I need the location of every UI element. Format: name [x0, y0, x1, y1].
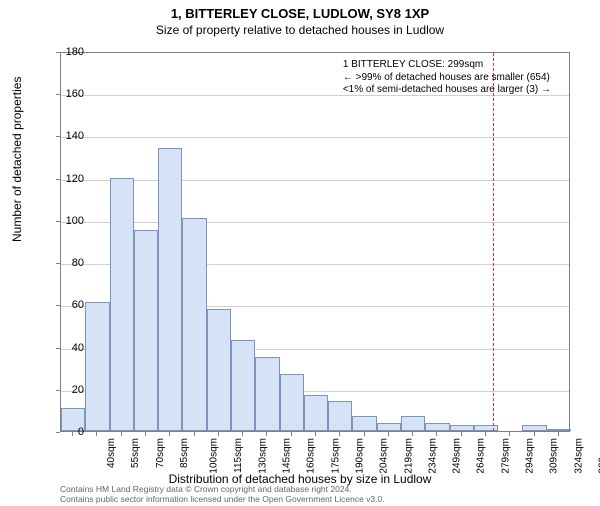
y-tick-mark	[56, 305, 60, 306]
chart-subtitle: Size of property relative to detached ho…	[0, 23, 600, 37]
histogram-bar	[110, 178, 134, 431]
x-tick-mark	[315, 432, 316, 436]
histogram-bar	[85, 302, 109, 431]
x-tick-mark	[96, 432, 97, 436]
histogram-bar	[207, 309, 231, 431]
y-tick-mark	[56, 94, 60, 95]
plot-region: 1 BITTERLEY CLOSE: 299sqm ← >99% of deta…	[60, 52, 570, 432]
x-tick-label: 55sqm	[130, 438, 141, 468]
x-tick-mark	[145, 432, 146, 436]
x-tick-mark	[72, 432, 73, 436]
x-tick-mark	[218, 432, 219, 436]
histogram-bar	[474, 425, 498, 431]
x-tick-mark	[436, 432, 437, 436]
histogram-bar	[182, 218, 206, 431]
x-tick-mark	[339, 432, 340, 436]
y-tick-mark	[56, 52, 60, 53]
x-tick-label: 279sqm	[500, 438, 511, 474]
histogram-bar	[401, 416, 425, 431]
y-tick-mark	[56, 390, 60, 391]
x-tick-mark	[388, 432, 389, 436]
x-tick-label: 175sqm	[330, 438, 341, 474]
histogram-bar	[255, 357, 279, 431]
histogram-bar	[547, 429, 571, 431]
x-tick-mark	[291, 432, 292, 436]
x-tick-mark	[558, 432, 559, 436]
x-tick-mark	[534, 432, 535, 436]
x-tick-label: 309sqm	[549, 438, 560, 474]
x-tick-label: 324sqm	[573, 438, 584, 474]
histogram-bar	[134, 230, 158, 431]
marker-line	[493, 53, 494, 431]
attribution-text: Contains HM Land Registry data © Crown c…	[60, 484, 385, 504]
x-tick-label: 100sqm	[209, 438, 220, 474]
x-tick-label: 264sqm	[476, 438, 487, 474]
y-axis-label: Number of detached properties	[10, 77, 24, 242]
y-tick-mark	[56, 432, 60, 433]
chart-title: 1, BITTERLEY CLOSE, LUDLOW, SY8 1XP	[0, 6, 600, 21]
annotation-box: 1 BITTERLEY CLOSE: 299sqm ← >99% of deta…	[343, 59, 551, 97]
x-tick-mark	[412, 432, 413, 436]
x-tick-label: 294sqm	[525, 438, 536, 474]
x-tick-mark	[266, 432, 267, 436]
x-tick-label: 204sqm	[379, 438, 390, 474]
x-tick-label: 70sqm	[155, 438, 166, 468]
y-tick-mark	[56, 179, 60, 180]
annotation-line: 1 BITTERLEY CLOSE: 299sqm	[343, 59, 551, 72]
x-tick-label: 234sqm	[427, 438, 438, 474]
x-tick-mark	[485, 432, 486, 436]
x-tick-label: 160sqm	[306, 438, 317, 474]
histogram-bar	[377, 423, 401, 431]
x-tick-label: 115sqm	[232, 438, 243, 473]
y-tick-mark	[56, 136, 60, 137]
histogram-bar	[231, 340, 255, 431]
histogram-bar	[328, 401, 352, 431]
x-tick-label: 130sqm	[257, 438, 268, 474]
histogram-bar	[425, 423, 449, 431]
y-tick-mark	[56, 221, 60, 222]
y-tick-mark	[56, 263, 60, 264]
histogram-bar	[522, 425, 546, 431]
x-tick-mark	[364, 432, 365, 436]
attribution-line: Contains public sector information licen…	[60, 494, 385, 504]
x-tick-mark	[121, 432, 122, 436]
histogram-bar	[158, 148, 182, 431]
x-tick-label: 249sqm	[452, 438, 463, 474]
annotation-line: <1% of semi-detached houses are larger (…	[343, 84, 551, 97]
x-tick-label: 85sqm	[179, 438, 190, 468]
histogram-bar	[352, 416, 376, 431]
histogram-bar	[280, 374, 304, 431]
x-tick-label: 190sqm	[355, 438, 366, 474]
y-tick-mark	[56, 348, 60, 349]
x-tick-mark	[461, 432, 462, 436]
x-tick-mark	[194, 432, 195, 436]
histogram-bar	[304, 395, 328, 431]
histogram-bar	[450, 425, 474, 431]
chart-area: 1 BITTERLEY CLOSE: 299sqm ← >99% of deta…	[60, 52, 570, 432]
x-tick-mark	[169, 432, 170, 436]
x-tick-label: 219sqm	[403, 438, 414, 474]
x-tick-mark	[242, 432, 243, 436]
x-tick-label: 145sqm	[282, 438, 293, 474]
x-tick-mark	[509, 432, 510, 436]
annotation-line: ← >99% of detached houses are smaller (6…	[343, 72, 551, 85]
attribution-line: Contains HM Land Registry data © Crown c…	[60, 484, 385, 494]
x-tick-label: 40sqm	[106, 438, 117, 468]
